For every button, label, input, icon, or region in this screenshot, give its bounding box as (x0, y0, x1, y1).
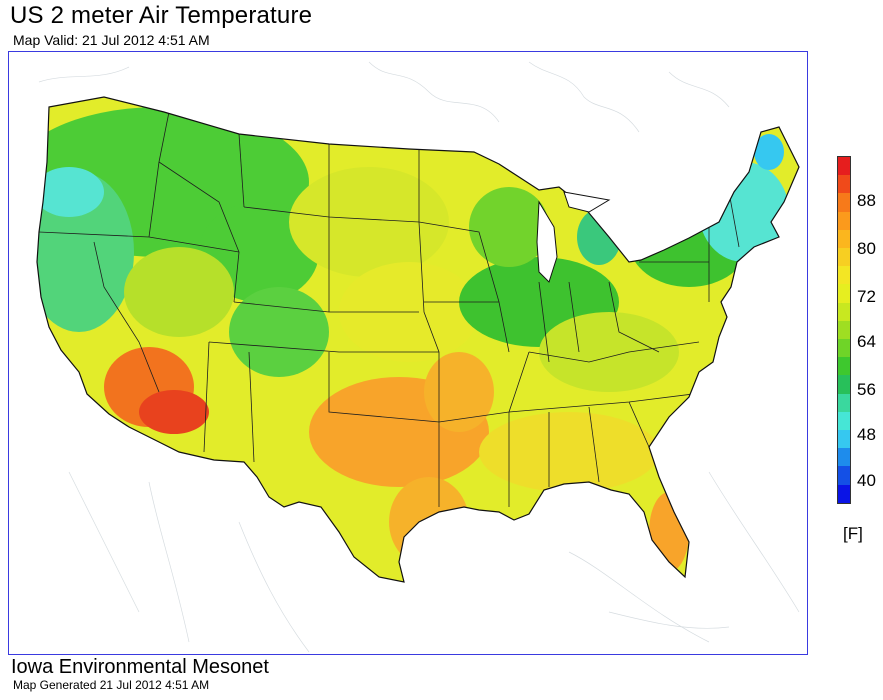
colorbar-tick-label: 40 (857, 471, 876, 490)
temp-zone-wisconsin (469, 187, 549, 267)
colorbar-segment (838, 448, 850, 467)
background-topography-lines (38, 61, 800, 653)
temp-zone-florida (649, 492, 689, 572)
colorbar-segment (838, 320, 850, 340)
temperature-field (37, 107, 789, 572)
lake-michigan (536, 200, 558, 283)
colorbar-segment (838, 266, 850, 285)
colorbar-segment (838, 339, 850, 358)
colorbar-segment (838, 302, 850, 321)
colorbar-segment (838, 157, 850, 176)
temp-zone-maine (754, 134, 784, 170)
colorbar-segment (838, 484, 850, 503)
colorbar-segment (838, 211, 850, 230)
temp-zone-southeast (479, 412, 659, 492)
colorbar-segment (838, 430, 850, 449)
colorbar-tick-label: 48 (857, 425, 876, 444)
map-title: US 2 meter Air Temperature (10, 2, 313, 29)
colorbar-segment (838, 411, 850, 431)
map-valid-time: Map Valid: 21 Jul 2012 4:51 AM (13, 32, 210, 48)
colorbar-segment (838, 357, 850, 376)
colorbar-segment (838, 193, 850, 212)
colorbar-segment (838, 393, 850, 412)
colorbar-tick-label: 64 (857, 332, 876, 351)
state-borders (38, 111, 740, 507)
us-outline (36, 96, 800, 583)
lake-superior (563, 191, 611, 213)
temp-zone-arkansas (424, 352, 494, 432)
temp-zone-northeast (699, 162, 789, 262)
temp-zone-michigan (577, 209, 621, 265)
colorbar-segment (838, 229, 850, 249)
temp-zone-appalachia (539, 312, 679, 392)
temp-zone-cool-oregon (37, 167, 104, 217)
us-temperature-map (36, 61, 800, 653)
colorbar-segment (838, 248, 850, 267)
temp-zone-northern-plains (289, 167, 449, 277)
colorbar-tick-label: 56 (857, 380, 876, 399)
colorbar-tick-label: 88 (857, 191, 876, 210)
temperature-colorbar (837, 156, 851, 504)
map-panel (8, 51, 808, 655)
temp-zone-hot-arizona (139, 390, 209, 434)
temp-zone-great-basin (124, 247, 234, 337)
temperature-unit-label: [F] (843, 524, 863, 543)
colorbar-segment (838, 175, 850, 194)
colorbar-segment (838, 375, 850, 394)
footer-organization: Iowa Environmental Mesonet (11, 656, 269, 678)
colorbar-tick-label: 72 (857, 287, 876, 306)
colorbar-segment (838, 466, 850, 485)
colorbar-tick-label: 80 (857, 239, 876, 258)
temp-zone-colorado (229, 287, 329, 377)
colorbar-segment (838, 284, 850, 303)
footer-generated-time: Map Generated 21 Jul 2012 4:51 AM (13, 678, 210, 692)
